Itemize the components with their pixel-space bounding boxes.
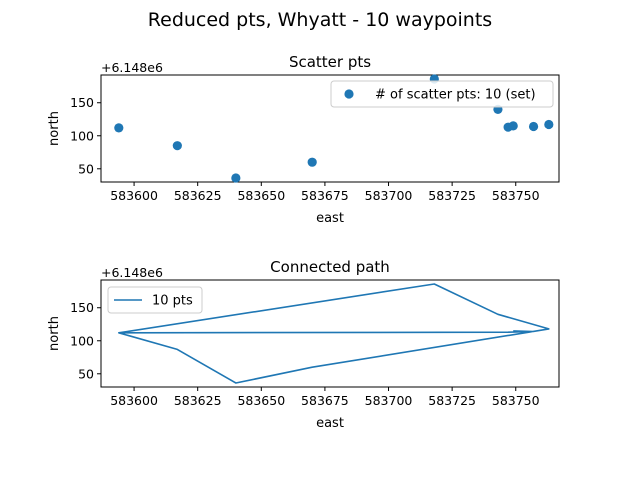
legend-box (330, 80, 554, 108)
scatter-point (231, 173, 241, 183)
x-tick-label: 583750 (492, 393, 540, 408)
scatter-point (307, 157, 317, 167)
x-tick-label: 583675 (301, 393, 349, 408)
y-tick-label: 100 (70, 128, 94, 143)
scatter-point (172, 141, 182, 151)
x-tick-label: 583725 (428, 393, 476, 408)
path-axes: Connected path +6.148e6 583600 583625 583650… (47, 258, 560, 431)
y-tick-label: 150 (70, 300, 94, 315)
x-tick-label: 583600 (110, 393, 158, 408)
x-tick-label: 583650 (237, 393, 285, 408)
x-tick-label: 583625 (174, 188, 222, 203)
y-tick-label: 150 (70, 95, 94, 110)
offset-label: +6.148e6 (101, 265, 163, 280)
axes-title: Connected path (270, 258, 390, 276)
legend-label: # of scatter pts: 10 (set) (375, 88, 536, 103)
y-tick-label: 100 (70, 333, 94, 348)
figure-title: Reduced pts, Whyatt - 10 waypoints (148, 9, 492, 31)
x-tick-label: 583600 (110, 188, 158, 203)
axes-title: Scatter pts (289, 53, 371, 71)
x-tick-label: 583700 (365, 393, 413, 408)
x-axis-label: east (316, 416, 344, 431)
x-tick-label: 583675 (301, 188, 349, 203)
y-tick-label: 50 (78, 161, 94, 176)
scatter-axes: Scatter pts +6.148e6 583600 583625 583650 583… (47, 53, 560, 226)
x-tick-label: 583725 (428, 188, 476, 203)
scatter-point (528, 121, 539, 132)
offset-label: +6.148e6 (101, 60, 163, 75)
legend: # of scatter pts: 10 (set) (330, 80, 554, 108)
x-tick-label: 583650 (237, 188, 285, 203)
scatter-point (114, 123, 124, 133)
path-line (118, 283, 550, 384)
x-tick-label: 583625 (174, 393, 222, 408)
y-axis-label: north (47, 111, 62, 146)
y-tick-label: 50 (78, 366, 94, 381)
scatter-point (544, 119, 554, 130)
x-tick-label: 583750 (492, 188, 540, 203)
scatter-point (508, 121, 518, 131)
legend: 10 pts (107, 286, 203, 314)
x-tick-label: 583700 (365, 188, 413, 203)
legend-box (107, 286, 203, 314)
x-axis-label: east (316, 211, 344, 226)
legend-marker (344, 89, 354, 99)
y-axis-label: north (47, 316, 62, 351)
legend-label: 10 pts (152, 294, 193, 309)
